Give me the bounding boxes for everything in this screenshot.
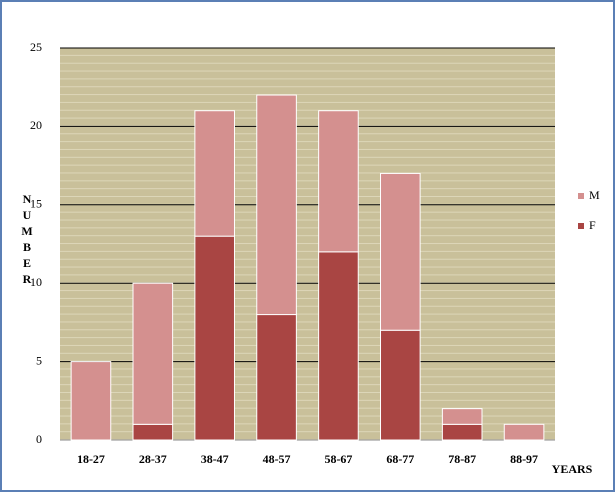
y-tick-label: 25 [30,40,42,54]
bar [318,251,359,441]
bar [441,408,483,425]
x-tick-label: 28-37 [139,452,167,466]
bar [318,110,359,253]
x-tick-label: 38-47 [201,452,229,466]
x-tick-label: 78-87 [448,452,476,466]
legend-label: F [589,218,596,232]
bar [503,423,545,441]
y-tick-label: 5 [36,353,42,367]
legend-label: M [589,188,600,202]
bar [441,423,483,441]
legend-swatch [578,223,584,229]
bar [194,235,235,441]
y-tick-label: 0 [36,432,42,446]
bar [256,94,297,316]
x-tick-label: 88-97 [510,452,538,466]
y-tick-label: 15 [30,197,42,211]
bar [380,329,421,441]
x-axis-label: YEARS [552,462,593,476]
bar [132,282,174,425]
x-tick-label: 18-27 [77,452,105,466]
bar [132,423,174,441]
bar [194,110,235,237]
bar [70,361,112,441]
legend-swatch [578,193,584,199]
x-tick-label: 68-77 [386,452,414,466]
x-tick-label: 48-57 [263,452,291,466]
x-tick-label: 58-67 [324,452,352,466]
y-tick-label: 20 [30,118,42,132]
bar [380,172,421,331]
bar [256,314,297,441]
y-tick-label: 10 [30,275,42,289]
